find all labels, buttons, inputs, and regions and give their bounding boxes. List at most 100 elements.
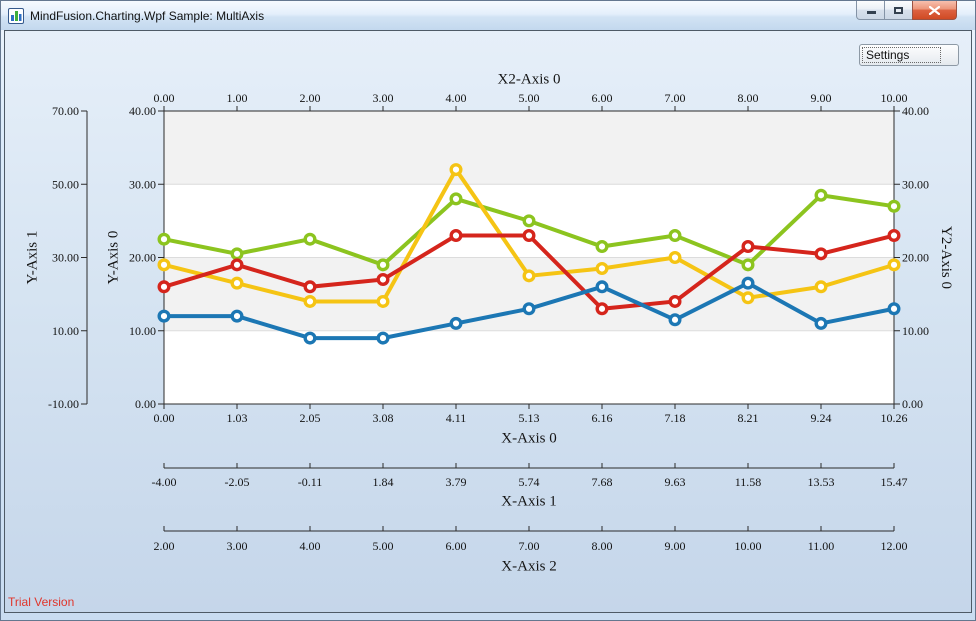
- y2_axis_0-tick-label: 10.00: [902, 324, 929, 338]
- series-blue-marker: [668, 313, 682, 327]
- x_axis_0-tick-label: 2.05: [300, 411, 321, 425]
- x_axis_2-title: X-Axis 2: [501, 558, 556, 574]
- bar-chart-icon: [8, 7, 24, 24]
- series-green-marker: [595, 240, 609, 254]
- settings-dropdown-label: Settings: [862, 47, 941, 63]
- x_axis_0-tick-label: 9.24: [811, 411, 832, 425]
- series-blue-marker: [741, 276, 755, 290]
- series-blue-marker: [449, 316, 463, 330]
- x2_axis_0-tick-label: 10.00: [881, 91, 908, 105]
- x_axis_2-tick-label: 9.00: [665, 539, 686, 553]
- series-green-marker: [303, 232, 317, 246]
- series-yellow-marker: [887, 258, 901, 272]
- x_axis_0-tick-label: 4.11: [446, 411, 467, 425]
- series-yellow-marker: [303, 294, 317, 308]
- x2_axis_0-tick-label: 4.00: [446, 91, 467, 105]
- series-green-marker: [449, 192, 463, 206]
- y2_axis_0-tick-label: 0.00: [902, 397, 923, 411]
- series-red-marker: [303, 280, 317, 294]
- x_axis_0-title: X-Axis 0: [501, 430, 556, 446]
- x_axis_2-tick-label: 12.00: [881, 539, 908, 553]
- series-red-marker: [157, 280, 171, 294]
- y2_axis_0-tick-label: 30.00: [902, 177, 929, 191]
- y_axis_0-tick-label: 30.00: [129, 177, 156, 191]
- x_axis_2-tick-label: 10.00: [735, 539, 762, 553]
- titlebar[interactable]: MindFusion.Charting.Wpf Sample: MultiAxi…: [1, 1, 975, 30]
- x_axis_1-tick-label: 13.53: [808, 475, 835, 489]
- y2_axis_0-title: Y2-Axis 0: [938, 226, 954, 289]
- series-yellow-marker: [449, 163, 463, 177]
- x_axis_2-tick-label: 2.00: [154, 539, 175, 553]
- x_axis_1-tick-label: 7.68: [592, 475, 613, 489]
- x2_axis_0-tick-label: 2.00: [300, 91, 321, 105]
- series-green-marker: [668, 229, 682, 243]
- x2_axis_0-title: X2-Axis 0: [498, 71, 561, 87]
- series-blue-marker: [303, 331, 317, 345]
- close-button[interactable]: [912, 1, 957, 20]
- x_axis_1-tick-label: -4.00: [152, 475, 177, 489]
- y2_axis_0-tick-label: 40.00: [902, 104, 929, 118]
- series-red-marker: [887, 229, 901, 243]
- series-green-marker: [230, 247, 244, 261]
- series-blue-marker: [887, 302, 901, 316]
- x_axis_2-tick-label: 4.00: [300, 539, 321, 553]
- x2_axis_0-tick-label: 1.00: [227, 91, 248, 105]
- x_axis_1-tick-label: -0.11: [298, 475, 323, 489]
- series-blue-marker: [376, 331, 390, 345]
- x_axis_2-tick-label: 7.00: [519, 539, 540, 553]
- series-green-marker: [887, 199, 901, 213]
- x_axis_1-tick-label: 11.58: [735, 475, 762, 489]
- x_axis_2-tick-label: 6.00: [446, 539, 467, 553]
- y_axis_1-tick-label: -10.00: [48, 397, 79, 411]
- x_axis_1-tick-label: 5.74: [519, 475, 540, 489]
- settings-dropdown-arrow-button[interactable]: [941, 45, 958, 65]
- settings-dropdown[interactable]: Settings: [859, 44, 959, 66]
- series-yellow-marker: [157, 258, 171, 272]
- series-green-marker: [741, 258, 755, 272]
- y_axis_0-tick-label: 10.00: [129, 324, 156, 338]
- series-yellow-marker: [814, 280, 828, 294]
- series-green-marker: [814, 188, 828, 202]
- x2_axis_0-tick-label: 5.00: [519, 91, 540, 105]
- x_axis_1-tick-label: 9.63: [665, 475, 686, 489]
- x_axis_0-tick-label: 3.08: [373, 411, 394, 425]
- y_axis_1-tick-label: 10.00: [52, 324, 79, 338]
- x_axis_0-tick-label: 5.13: [519, 411, 540, 425]
- series-green-marker: [157, 232, 171, 246]
- x_axis_1-tick-label: 3.79: [446, 475, 467, 489]
- series-blue-marker: [157, 309, 171, 323]
- x_axis_2-tick-label: 5.00: [373, 539, 394, 553]
- y_axis_1-tick-label: 30.00: [52, 251, 79, 265]
- series-blue-marker: [814, 316, 828, 330]
- y_axis_1-title: Y-Axis 1: [24, 231, 40, 285]
- window-controls: [856, 1, 957, 20]
- x2_axis_0-tick-label: 7.00: [665, 91, 686, 105]
- x_axis_0-tick-label: 1.03: [227, 411, 248, 425]
- y2_axis_0-tick-label: 20.00: [902, 251, 929, 265]
- x_axis_2-tick-label: 8.00: [592, 539, 613, 553]
- y_axis_1-tick-label: 50.00: [52, 177, 79, 191]
- series-yellow-marker: [230, 276, 244, 290]
- series-yellow-marker: [668, 250, 682, 264]
- trial-version-label: Trial Version: [8, 595, 75, 609]
- x_axis_2-tick-label: 3.00: [227, 539, 248, 553]
- x_axis_1-title: X-Axis 1: [501, 493, 556, 509]
- x_axis_1-tick-label: 15.47: [881, 475, 908, 489]
- x_axis_0-tick-label: 10.26: [881, 411, 908, 425]
- series-red-marker: [595, 302, 609, 316]
- y_axis_0-title: Y-Axis 0: [105, 231, 121, 285]
- series-red-marker: [376, 272, 390, 286]
- x_axis_1-tick-label: -2.05: [225, 475, 250, 489]
- series-green-marker: [376, 258, 390, 272]
- series-yellow-marker: [376, 294, 390, 308]
- series-blue-marker: [595, 280, 609, 294]
- window-title: MindFusion.Charting.Wpf Sample: MultiAxi…: [30, 8, 265, 23]
- x_axis_0-tick-label: 0.00: [154, 411, 175, 425]
- series-red-marker: [668, 294, 682, 308]
- maximize-icon: [894, 6, 903, 14]
- x_axis_1-tick-label: 1.84: [373, 475, 394, 489]
- plot-stripe: [164, 111, 894, 185]
- y_axis_1-tick-label: 70.00: [52, 104, 79, 118]
- series-red-marker: [449, 229, 463, 243]
